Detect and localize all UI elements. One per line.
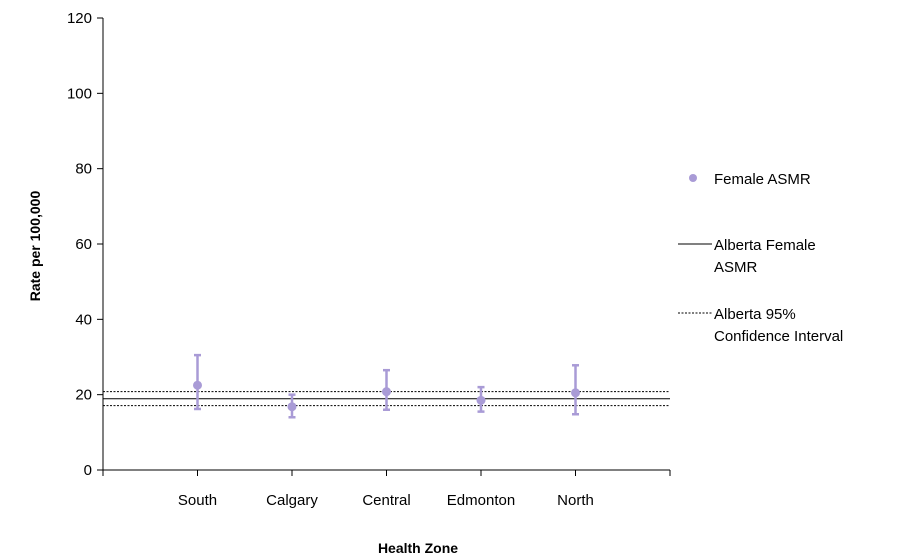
legend-label-alberta-asmr: Alberta Female (714, 237, 816, 254)
data-point (476, 395, 486, 405)
y-axis-ticks: 0 20 40 60 80 100 120 (67, 10, 103, 479)
legend-label-alberta-ci: Confidence Interval (714, 328, 843, 345)
y-tick-label: 0 (84, 462, 92, 479)
x-tick-label: Central (362, 492, 410, 509)
x-axis-title: Health Zone (378, 540, 458, 556)
x-tick-label: North (557, 492, 594, 509)
y-tick-label: 80 (75, 161, 92, 178)
y-axis-title: Rate per 100,000 (27, 191, 43, 302)
y-tick-label: 40 (75, 311, 92, 328)
data-point (287, 402, 297, 412)
x-tick-label: Edmonton (447, 492, 515, 509)
data-point (571, 388, 580, 398)
y-tick-label: 120 (67, 10, 92, 27)
y-tick-label: 60 (75, 236, 92, 253)
data-point (382, 387, 391, 397)
y-tick-label: 100 (67, 85, 92, 102)
y-tick-label: 20 (75, 387, 92, 404)
x-axis-ticks: South Calgary Central Edmonton North (102, 470, 671, 509)
x-tick-label: Calgary (266, 492, 318, 509)
legend: Female ASMR Alberta Female ASMR Alberta 95%… (678, 171, 843, 345)
legend-label-alberta-ci: Alberta 95% (714, 306, 796, 323)
legend-label-female-asmr: Female ASMR (714, 171, 811, 188)
legend-label-alberta-asmr: ASMR (714, 259, 758, 276)
x-tick-label: South (178, 492, 217, 509)
legend-marker-female-asmr (689, 174, 697, 182)
data-marks (193, 353, 580, 419)
data-point (193, 380, 202, 390)
